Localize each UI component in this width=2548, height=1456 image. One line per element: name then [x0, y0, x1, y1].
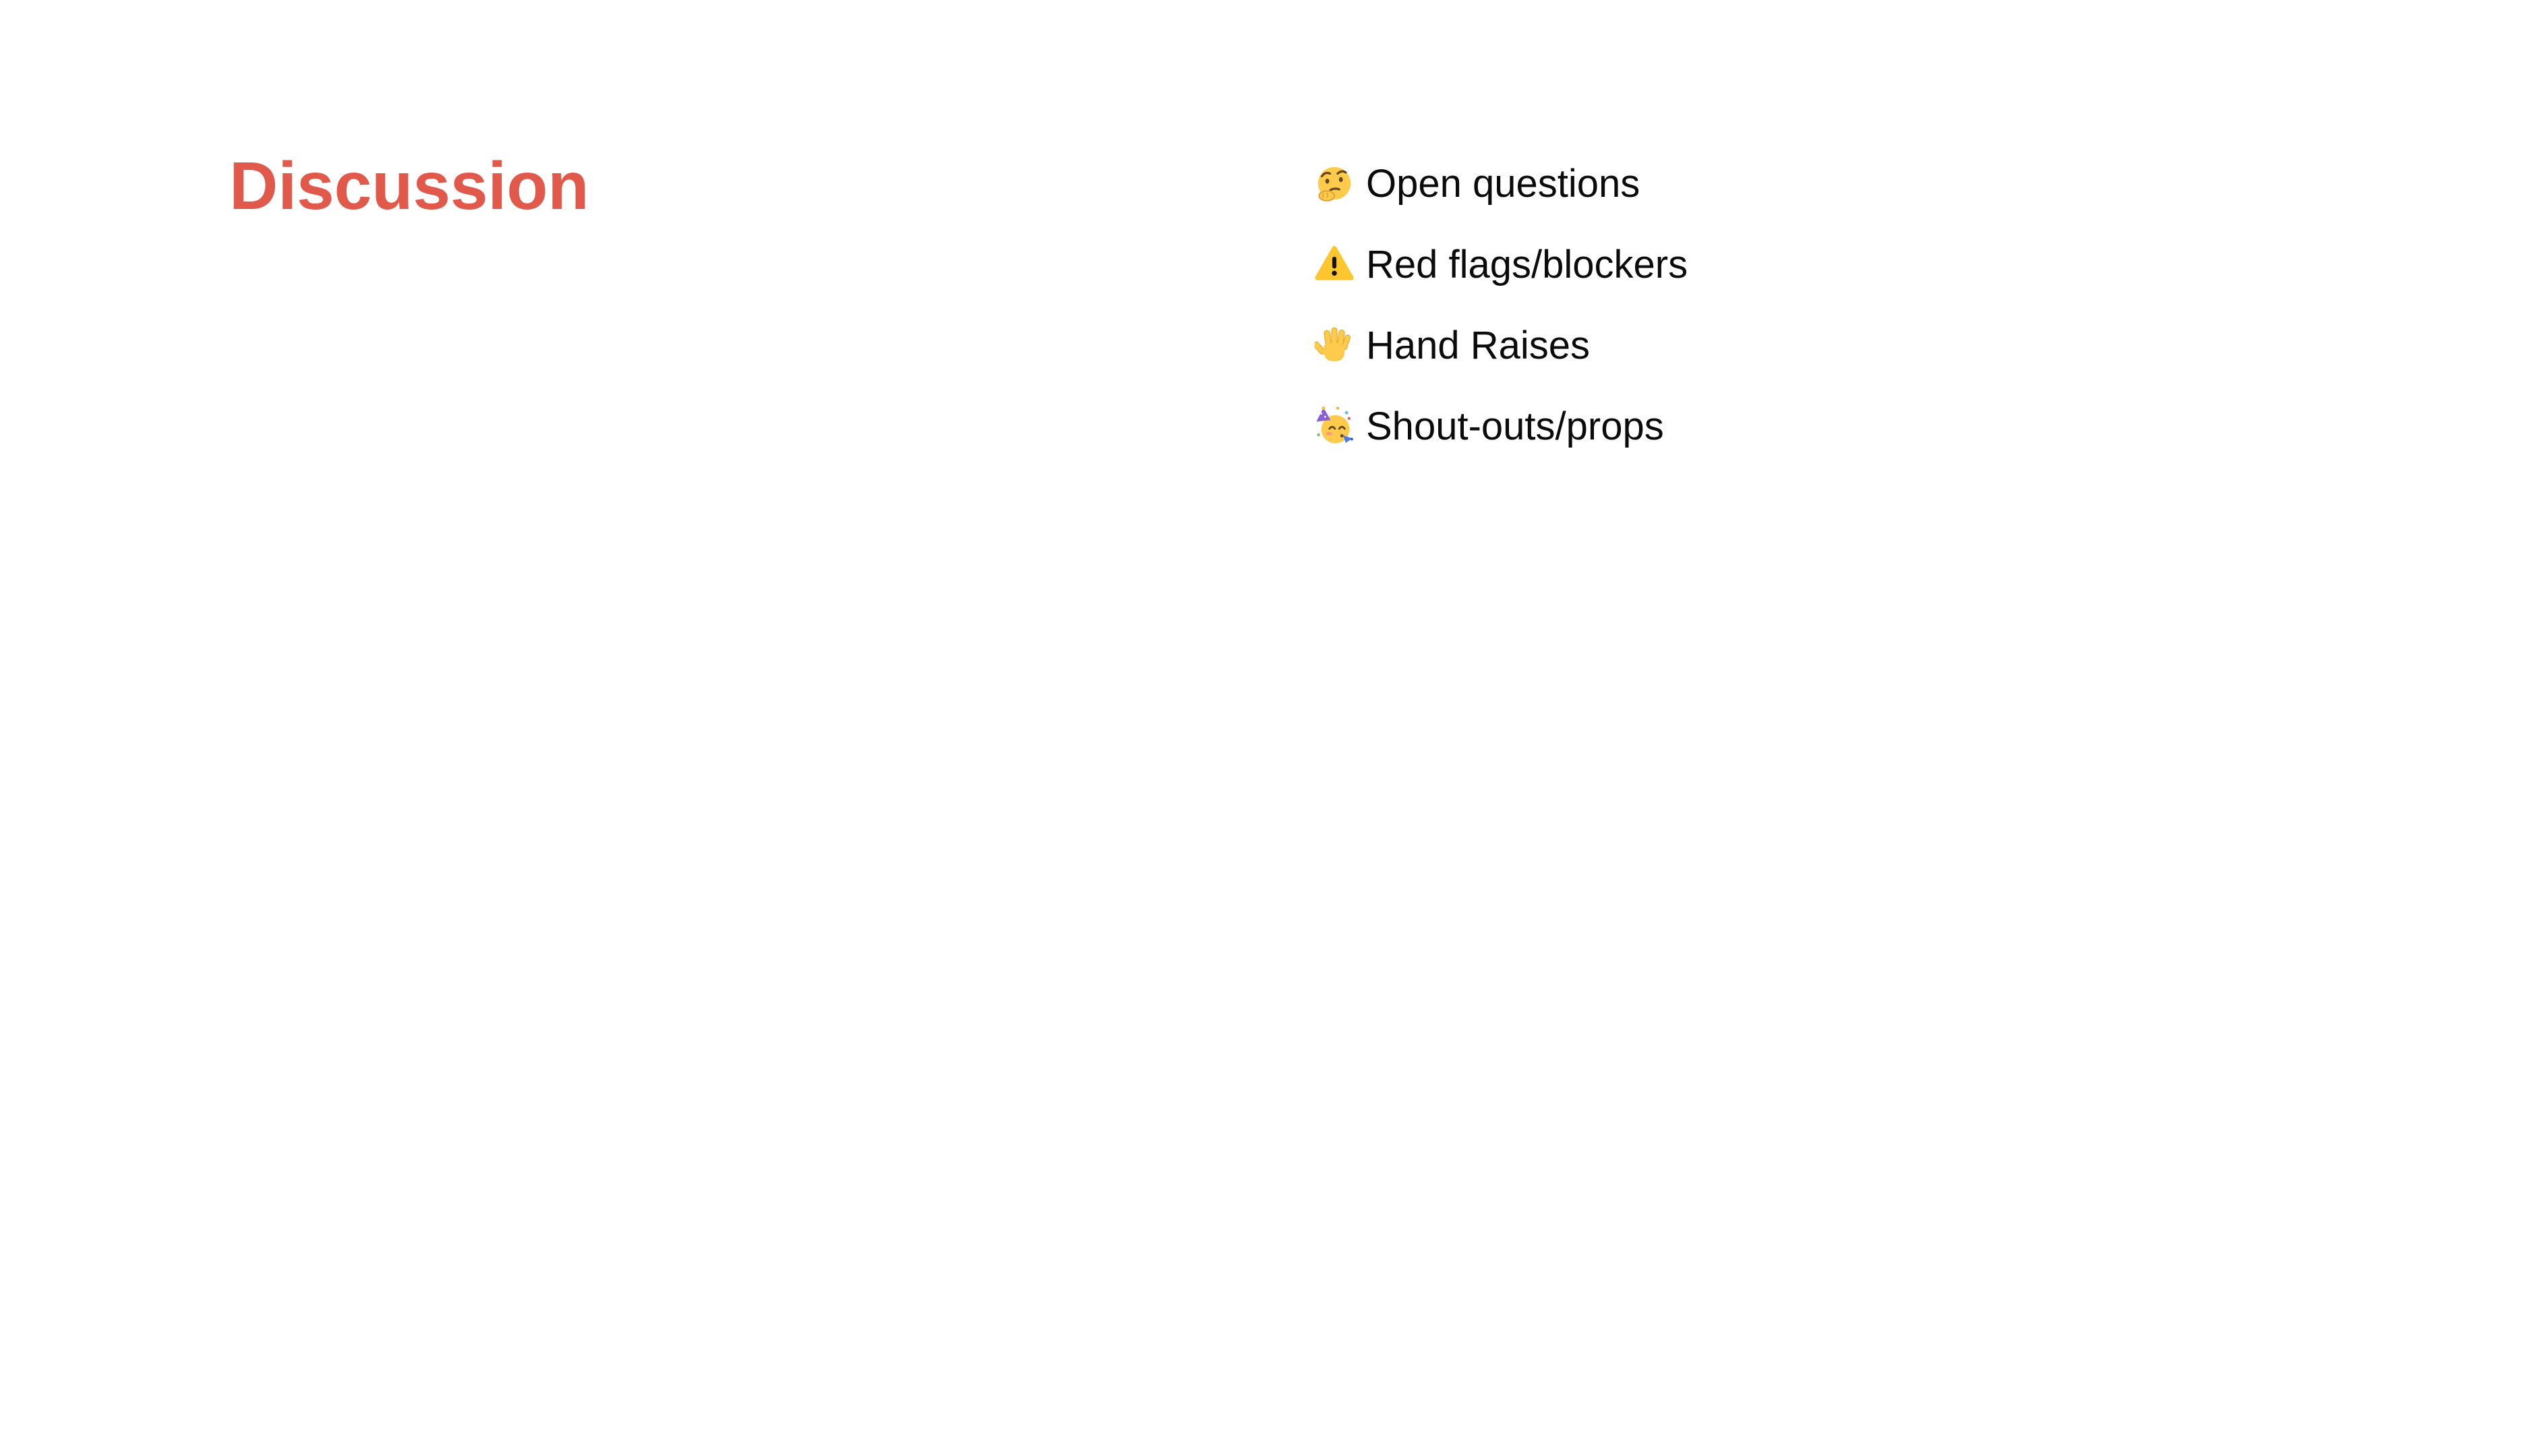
list-item-label: Shout-outs/props — [1366, 404, 1664, 448]
list-item-label: Red flags/blockers — [1366, 242, 1688, 286]
list-item-label: Open questions — [1366, 161, 1640, 206]
list-item-red-flags: Red flags/blockers — [1315, 224, 1688, 305]
list-item-open-questions: Open questions — [1315, 143, 1688, 224]
warning-sign-icon — [1315, 245, 1354, 284]
list-item-label: Hand Raises — [1366, 323, 1591, 367]
list-item-shout-outs: Shout-outs/props — [1315, 386, 1688, 466]
page-title: Discussion — [229, 148, 589, 224]
discussion-list: Open questions Red flags/blockers — [1315, 143, 1688, 466]
raised-hand-fingers-splayed-icon — [1315, 326, 1354, 365]
thinking-face-icon — [1315, 164, 1354, 203]
partying-face-icon — [1315, 406, 1354, 446]
list-item-hand-raises: Hand Raises — [1315, 305, 1688, 386]
